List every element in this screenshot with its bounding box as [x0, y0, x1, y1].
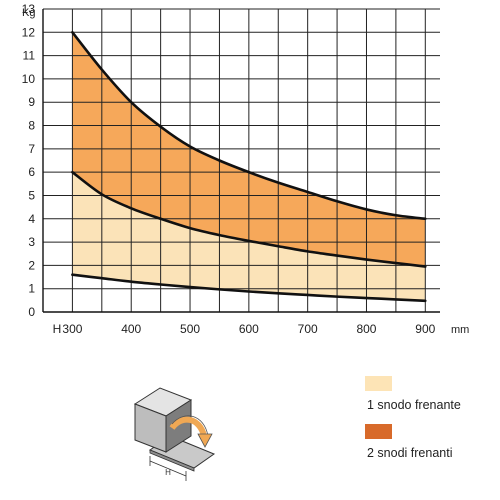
x-tick-label: 500	[180, 322, 200, 336]
y-tick-label: 4	[28, 212, 35, 226]
y-tick-label: 3	[28, 235, 35, 249]
illustration-flap-arrow-outline	[171, 415, 209, 437]
y-tick-label: 5	[28, 188, 35, 202]
x-axis-unit: mm	[451, 324, 469, 336]
hinge-illustration: H	[133, 387, 216, 481]
legend-label-1-snodo: 1 snodo frenante	[367, 398, 461, 412]
y-tick-label: 1	[28, 282, 35, 296]
x-tick-labels: 300 400 500 600 700 800 900	[62, 322, 435, 336]
x-tick-label: 600	[239, 322, 259, 336]
y-tick-label: 0	[28, 305, 35, 319]
y-tick-label: 9	[28, 95, 35, 109]
legend-swatch-2-snodi	[365, 424, 392, 439]
x-tick-label: 900	[415, 322, 435, 336]
y-tick-label: 13	[22, 2, 36, 16]
curve-middle	[71, 170, 427, 268]
x-axis-start-label: H	[53, 322, 62, 336]
y-tick-label: 8	[28, 119, 35, 133]
illustration-dim-label: H	[165, 468, 171, 477]
x-tick-label: 300	[62, 322, 82, 336]
illustration-flap-arrow	[169, 416, 207, 437]
illustration-arrow-head	[197, 433, 213, 448]
curve-upper	[71, 31, 427, 221]
illustration-base-plate-edge	[149, 449, 195, 472]
y-tick-label: 6	[28, 165, 35, 179]
chart-curves	[71, 31, 427, 303]
legend: 1 snodo frenante 2 snodi frenanti	[365, 376, 461, 460]
illustration-dim-line	[149, 460, 187, 477]
legend-swatch-1-snodo	[365, 376, 392, 391]
y-tick-label: 7	[28, 142, 35, 156]
x-tick-label: 700	[298, 322, 318, 336]
x-tick-label: 400	[121, 322, 141, 336]
y-axis-unit: Kg	[22, 7, 35, 19]
y-tick-label: 2	[28, 258, 35, 272]
legend-label-2-snodi: 2 snodi frenanti	[367, 446, 452, 460]
y-tick-label: 11	[23, 49, 36, 63]
y-tick-label: 12	[22, 25, 36, 39]
y-tick-label: 10	[22, 72, 36, 86]
illustration-box-side	[165, 399, 192, 453]
x-tick-label: 800	[356, 322, 376, 336]
curve-lower	[71, 273, 427, 303]
